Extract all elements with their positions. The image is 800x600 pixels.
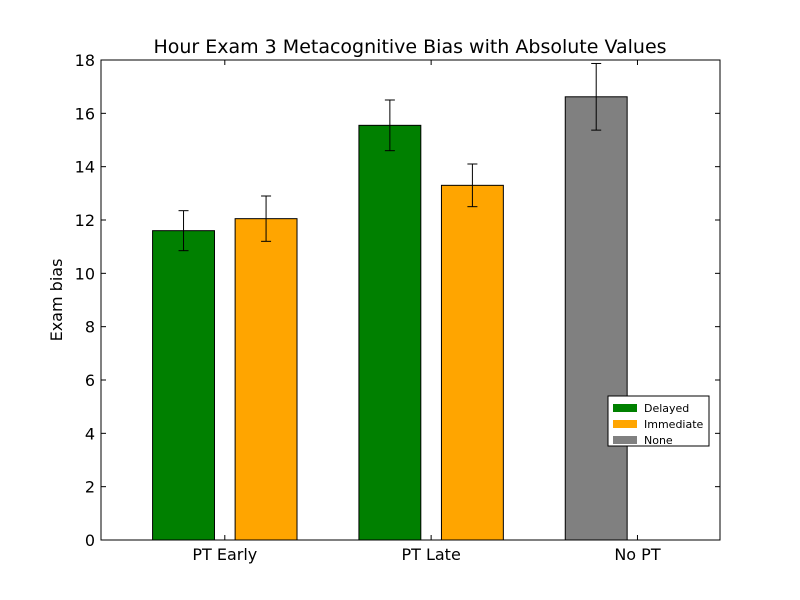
y-tick-label: 0 [85, 531, 95, 550]
bars-layer [152, 96, 628, 541]
x-tick-label: PT Late [401, 545, 460, 564]
y-axis-label: Exam bias [47, 259, 66, 342]
error-bar [384, 99, 395, 152]
y-tick-label: 6 [85, 371, 95, 390]
legend-item: Immediate [613, 418, 704, 431]
y-tick: 18 [75, 51, 720, 70]
bar-delayed-pt-early [152, 230, 215, 541]
error-bar [261, 195, 272, 242]
error-bar [178, 210, 189, 252]
y-tick: 2 [85, 478, 720, 497]
legend-swatch [613, 436, 637, 444]
chart-title: Hour Exam 3 Metacognitive Bias with Abso… [153, 36, 666, 58]
ticks-layer: 0 2 4 6 8 10 12 14 16 18 PT Early PT Late No PT [75, 51, 720, 564]
bar-immediate-pt-early [234, 218, 298, 541]
x-tick: PT Late [401, 60, 461, 564]
error-bar [467, 163, 478, 208]
error-bar [591, 62, 602, 131]
y-tick-label: 4 [85, 424, 95, 443]
x-tick-label: PT Early [192, 545, 257, 564]
y-tick: 8 [85, 318, 720, 337]
y-tick-label: 8 [85, 318, 95, 337]
bar-immediate-pt-late [440, 184, 504, 541]
bar-delayed-pt-late [358, 124, 422, 541]
y-tick-label: 18 [75, 51, 95, 70]
bar-none-no-pt [564, 96, 628, 541]
legend: Delayed Immediate None [607, 395, 710, 447]
legend-item: None [613, 434, 673, 447]
plot-frame [100, 59, 721, 541]
y-tick: 6 [85, 371, 720, 390]
y-tick: 16 [75, 104, 720, 123]
errorbar-layer [178, 62, 602, 252]
legend-swatch [613, 420, 637, 428]
y-tick-label: 16 [75, 104, 95, 123]
y-tick: 0 [85, 531, 720, 550]
legend-swatch [613, 404, 637, 412]
legend-label: None [644, 434, 673, 447]
y-tick-label: 10 [75, 264, 95, 283]
y-tick-label: 14 [75, 158, 95, 177]
legend-item: Delayed [613, 402, 689, 415]
legend-label: Delayed [644, 402, 689, 415]
x-tick: No PT [614, 60, 661, 564]
x-tick: PT Early [192, 60, 257, 564]
y-tick-label: 12 [75, 211, 95, 230]
y-tick: 4 [85, 424, 720, 443]
legend-label: Immediate [644, 418, 704, 431]
y-tick: 12 [75, 211, 720, 230]
x-tick-label: No PT [614, 545, 660, 564]
y-tick: 14 [75, 158, 720, 177]
y-tick-label: 2 [85, 478, 95, 497]
y-tick: 10 [75, 264, 720, 283]
